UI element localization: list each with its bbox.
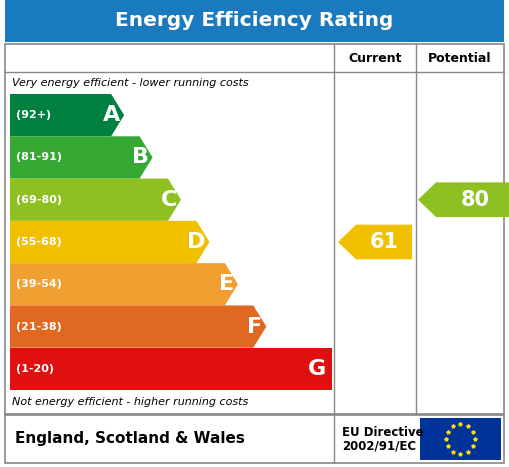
Text: Energy Efficiency Rating: Energy Efficiency Rating: [116, 12, 393, 30]
Text: England, Scotland & Wales: England, Scotland & Wales: [15, 432, 245, 446]
Text: (81-91): (81-91): [16, 152, 62, 163]
Text: Very energy efficient - lower running costs: Very energy efficient - lower running co…: [12, 78, 248, 88]
Polygon shape: [10, 94, 124, 136]
Polygon shape: [418, 183, 509, 217]
Text: 2002/91/EC: 2002/91/EC: [342, 439, 416, 453]
Text: Not energy efficient - higher running costs: Not energy efficient - higher running co…: [12, 397, 248, 407]
Text: (92+): (92+): [16, 110, 51, 120]
Polygon shape: [10, 348, 332, 390]
Polygon shape: [10, 305, 266, 348]
Text: A: A: [103, 105, 120, 125]
Text: D: D: [187, 232, 206, 252]
Polygon shape: [10, 263, 238, 305]
Text: EU Directive: EU Directive: [342, 426, 423, 439]
Text: E: E: [219, 274, 234, 294]
Text: (55-68): (55-68): [16, 237, 62, 247]
Text: F: F: [247, 317, 262, 337]
Text: G: G: [308, 359, 326, 379]
Polygon shape: [10, 136, 153, 178]
Bar: [5, 415, 504, 463]
Text: 61: 61: [370, 232, 399, 252]
Bar: [5, 0, 504, 42]
Text: Potential: Potential: [428, 51, 492, 64]
Polygon shape: [10, 178, 181, 221]
Text: (69-80): (69-80): [16, 195, 62, 205]
Polygon shape: [10, 221, 209, 263]
Bar: [420, 418, 501, 460]
Text: C: C: [161, 190, 177, 210]
Bar: [5, 44, 504, 414]
Text: Current: Current: [348, 51, 402, 64]
Text: (1-20): (1-20): [16, 364, 54, 374]
Polygon shape: [338, 225, 412, 259]
Text: (21-38): (21-38): [16, 322, 62, 332]
Text: (39-54): (39-54): [16, 279, 62, 289]
Text: B: B: [131, 148, 149, 168]
Text: 80: 80: [461, 190, 490, 210]
